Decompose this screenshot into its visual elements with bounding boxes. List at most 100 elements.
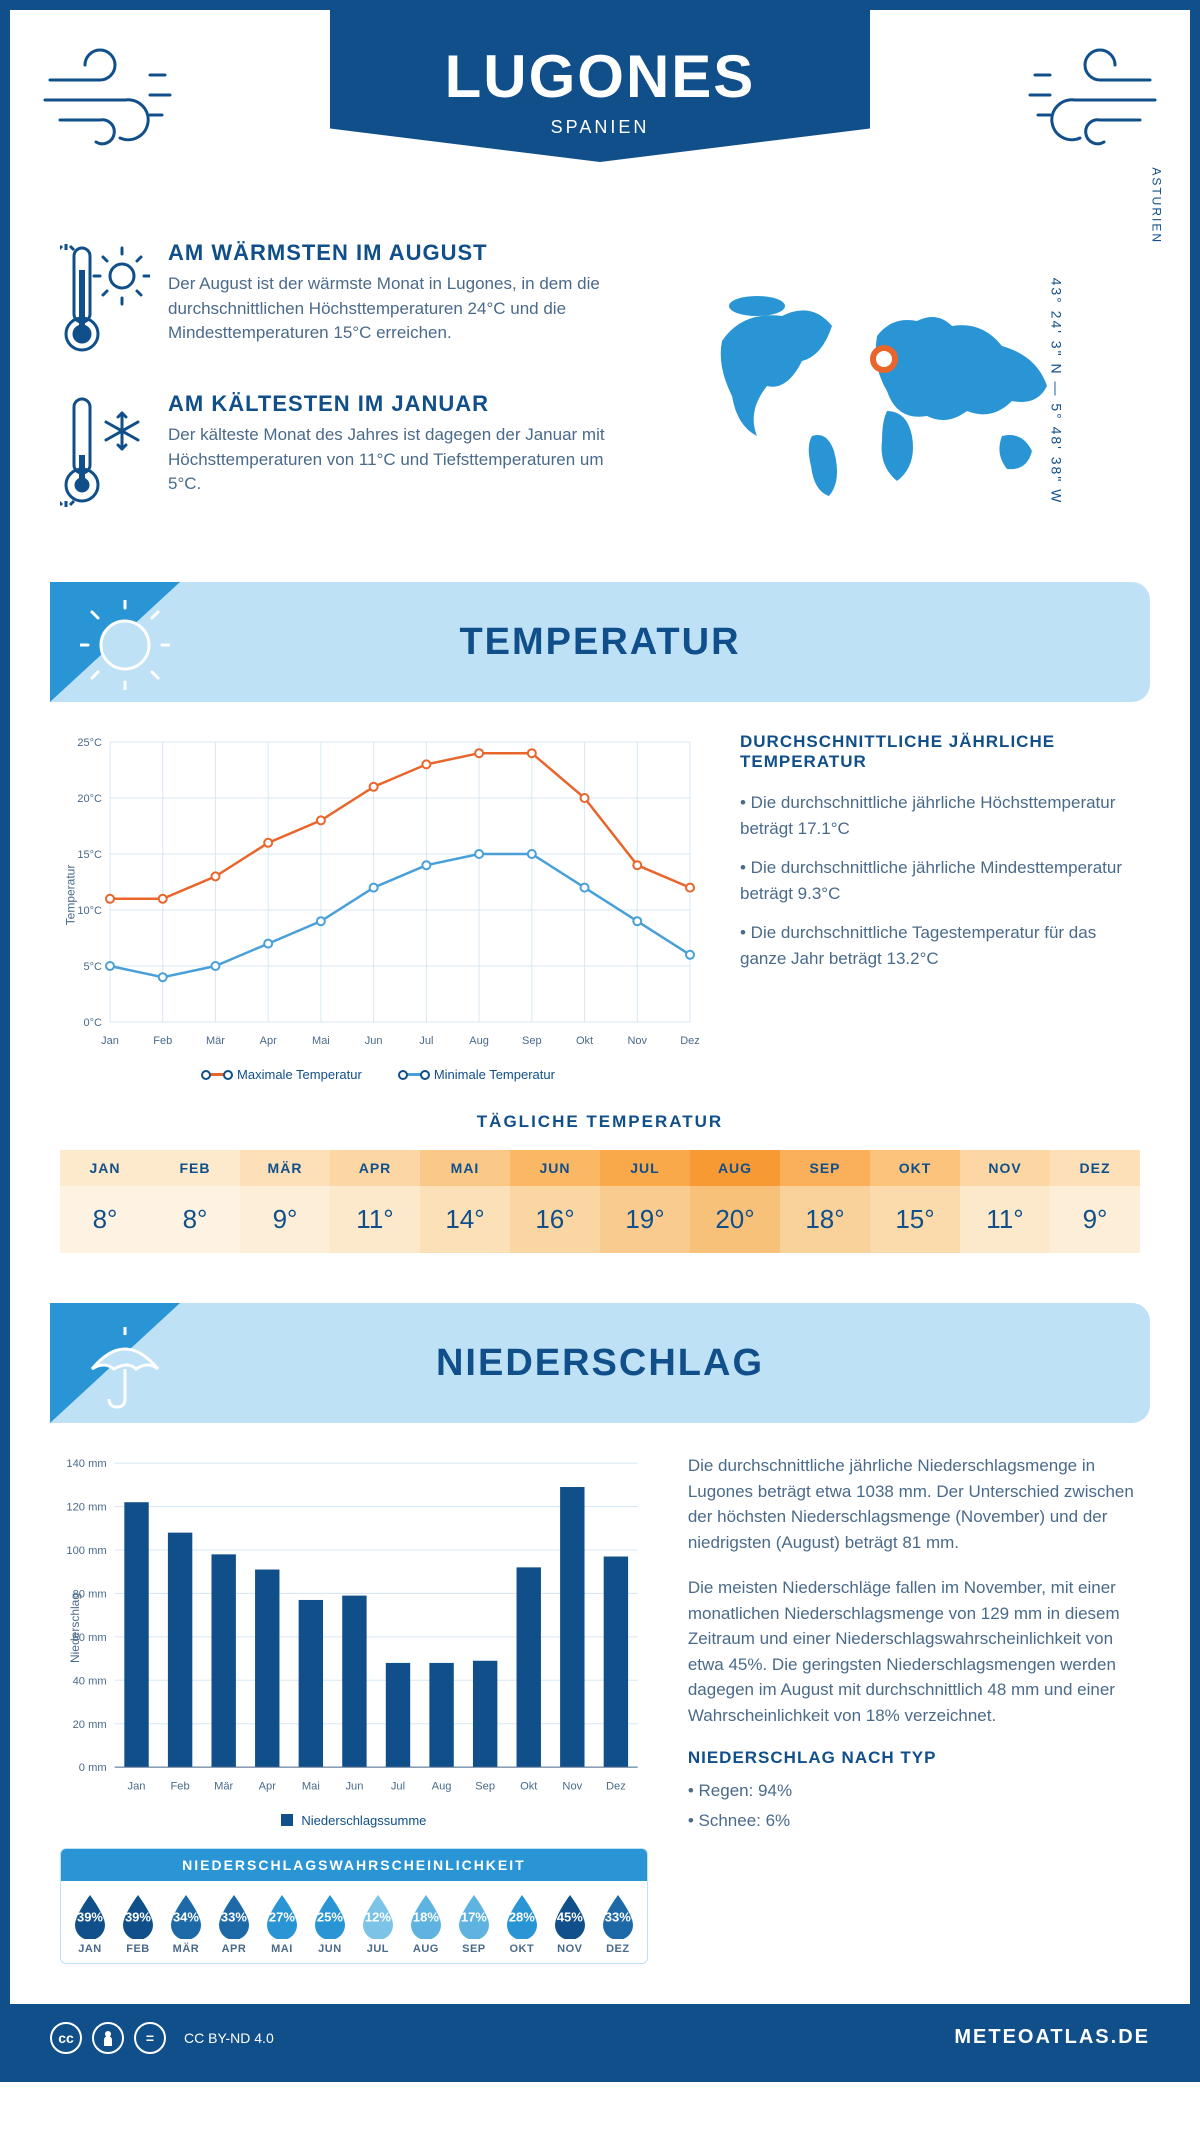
daily-temperature: TÄGLICHE TEMPERATUR JAN 8° FEB 8° MÄR 9°… [10,1102,1190,1293]
legend-max: Maximale Temperatur [237,1067,362,1082]
svg-text:Feb: Feb [153,1035,172,1047]
daily-temp-cell: SEP 18° [780,1150,870,1253]
probability-cell: 17% SEP [451,1893,497,1955]
intro-section: AM WÄRMSTEN IM AUGUST Der August ist der… [10,220,1190,572]
thermometer-sun-icon [60,240,150,365]
svg-text:0 mm: 0 mm [79,1762,107,1774]
precipitation-heading: NIEDERSCHLAG [50,1342,1150,1385]
svg-text:Apr: Apr [260,1035,277,1047]
svg-text:25°C: 25°C [77,737,102,749]
title-banner: LUGONES SPANIEN [330,10,870,162]
daily-temp-cell: APR 11° [330,1150,420,1253]
precipitation-text: Die durchschnittliche jährliche Niedersc… [688,1453,1140,1964]
precip-legend: Niederschlagssumme [60,1813,648,1828]
footer: cc = CC BY-ND 4.0 METEOATLAS.DE [10,2004,1190,2072]
temperature-chart: Temperatur 0°C5°C10°C15°C20°C25°CJanFebM… [60,732,700,1082]
raindrop-icon: 33% [215,1893,253,1939]
svg-text:0°C: 0°C [84,1017,103,1029]
coldest-text: Der kälteste Monat des Jahres ist dagege… [168,423,605,497]
coldest-fact: AM KÄLTESTEN IM JANUAR Der kälteste Mona… [60,391,605,516]
svg-text:15°C: 15°C [77,849,102,861]
precipitation-chart-col: Niederschlag 0 mm20 mm40 mm60 mm80 mm100… [60,1453,648,1964]
probability-cell: 33% APR [211,1893,257,1955]
wind-icon-right [1010,40,1160,160]
daily-temp-cell: MÄR 9° [240,1150,330,1253]
svg-text:Okt: Okt [576,1035,593,1047]
temperature-summary: DURCHSCHNITTLICHE JÄHRLICHE TEMPERATUR •… [740,732,1140,1082]
probability-cell: 34% MÄR [163,1893,209,1955]
svg-text:5°C: 5°C [84,961,103,973]
precip-p1: Die durchschnittliche jährliche Niedersc… [688,1453,1140,1555]
probability-cell: 45% NOV [547,1893,593,1955]
temp-y-label: Temperatur [63,864,77,925]
raindrop-icon: 45% [551,1893,589,1939]
by-icon [92,2022,124,2054]
license-badges: cc = CC BY-ND 4.0 [50,2022,274,2054]
daily-temp-cell: NOV 11° [960,1150,1050,1253]
warmest-title: AM WÄRMSTEN IM AUGUST [168,240,605,266]
nd-icon: = [134,2022,166,2054]
raindrop-icon: 34% [167,1893,205,1939]
precipitation-banner: NIEDERSCHLAG [50,1303,1150,1423]
cc-icon: cc [50,2022,82,2054]
svg-text:Dez: Dez [606,1780,626,1792]
svg-text:Feb: Feb [171,1780,190,1792]
temp-bullet: • Die durchschnittliche Tagestemperatur … [740,920,1140,971]
svg-text:Aug: Aug [469,1035,489,1047]
daily-temp-cell: AUG 20° [690,1150,780,1253]
daily-temp-cell: JAN 8° [60,1150,150,1253]
temperature-body: Temperatur 0°C5°C10°C15°C20°C25°CJanFebM… [10,702,1190,1102]
sun-icon [80,600,170,690]
coordinates: 43° 24' 3" N — 5° 48' 38" W [1049,278,1065,505]
probability-cell: 39% JAN [67,1893,113,1955]
svg-text:40 mm: 40 mm [73,1675,107,1687]
svg-text:Jul: Jul [391,1780,405,1792]
daily-temp-cell: JUN 16° [510,1150,600,1253]
svg-text:Okt: Okt [520,1780,538,1792]
probability-cell: 12% JUL [355,1893,401,1955]
raindrop-icon: 39% [119,1893,157,1939]
raindrop-icon: 17% [455,1893,493,1939]
probability-cell: 39% FEB [115,1893,161,1955]
precip-type-item: • Schnee: 6% [688,1808,1140,1834]
svg-text:20 mm: 20 mm [73,1719,107,1731]
thermometer-snow-icon [60,391,150,516]
wind-icon-left [40,40,190,160]
raindrop-icon: 33% [599,1893,637,1939]
license-text: CC BY-ND 4.0 [184,2030,274,2046]
daily-temp-cell: FEB 8° [150,1150,240,1253]
svg-text:Jun: Jun [345,1780,363,1792]
svg-text:Apr: Apr [259,1780,277,1792]
probability-cell: 18% AUG [403,1893,449,1955]
daily-temp-heading: TÄGLICHE TEMPERATUR [60,1112,1140,1132]
raindrop-icon: 28% [503,1893,541,1939]
svg-text:Mai: Mai [302,1780,320,1792]
legend-min: Minimale Temperatur [434,1067,555,1082]
svg-text:Mär: Mär [206,1035,225,1047]
brand-label: METEOATLAS.DE [954,2026,1150,2049]
probability-panel: NIEDERSCHLAGSWAHRSCHEINLICHKEIT 39% JAN … [60,1848,648,1964]
svg-text:120 mm: 120 mm [66,1502,106,1514]
svg-text:140 mm: 140 mm [66,1458,106,1470]
precip-y-label: Niederschlag [68,1593,82,1663]
probability-cell: 27% MAI [259,1893,305,1955]
world-map-icon [692,281,1092,501]
svg-text:Mai: Mai [312,1035,330,1047]
probability-cell: 25% JUN [307,1893,353,1955]
temperature-heading: TEMPERATUR [50,621,1150,664]
svg-text:20°C: 20°C [77,793,102,805]
warmest-text: Der August ist der wärmste Monat in Lugo… [168,272,605,346]
daily-temp-cell: MAI 14° [420,1150,510,1253]
daily-temp-cell: OKT 15° [870,1150,960,1253]
svg-text:Jun: Jun [365,1035,383,1047]
umbrella-icon [80,1321,170,1411]
temp-legend: Maximale Temperatur Minimale Temperatur [60,1067,700,1082]
daily-temp-cell: DEZ 9° [1050,1150,1140,1253]
probability-cell: 33% DEZ [595,1893,641,1955]
svg-text:Mär: Mär [214,1780,233,1792]
temperature-banner: TEMPERATUR [50,582,1150,702]
precip-p2: Die meisten Niederschläge fallen im Nove… [688,1575,1140,1728]
svg-text:Dez: Dez [680,1035,700,1047]
region-label: ASTURIEN [1150,167,1164,244]
raindrop-icon: 27% [263,1893,301,1939]
